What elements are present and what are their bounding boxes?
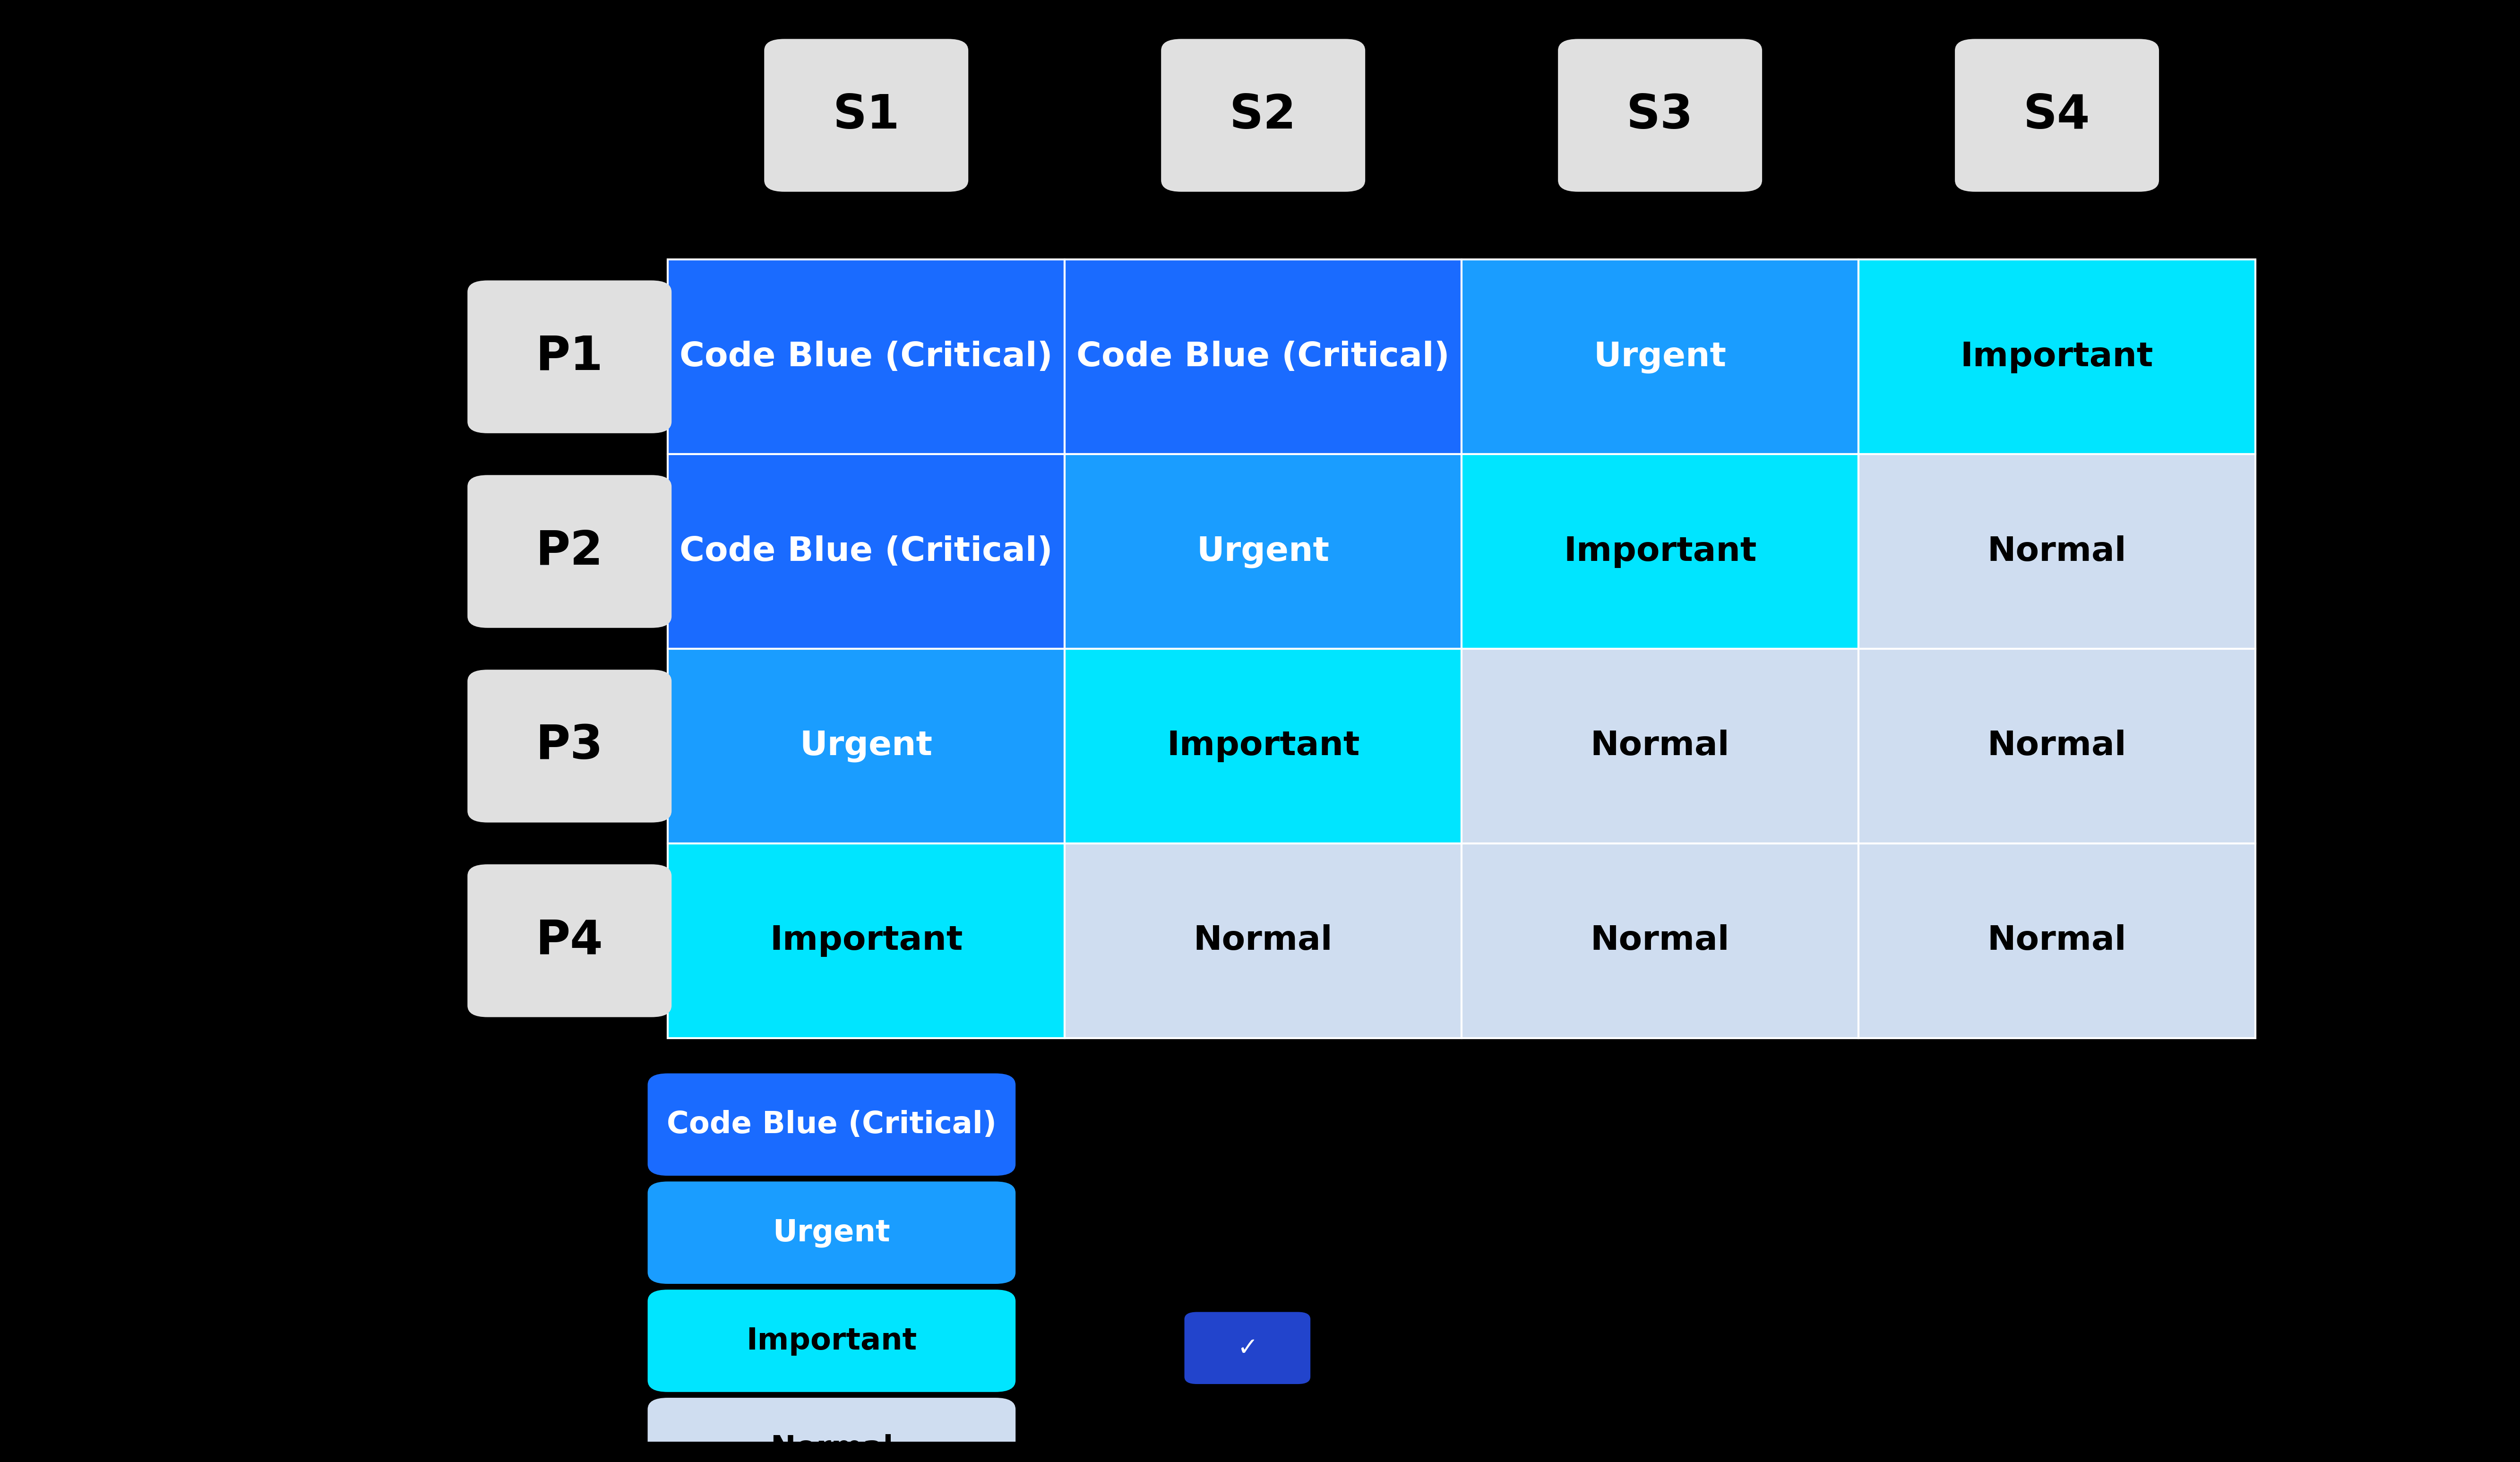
- Text: Normal: Normal: [1590, 924, 1729, 958]
- FancyBboxPatch shape: [469, 670, 670, 823]
- Text: Normal: Normal: [1988, 924, 2127, 958]
- Bar: [668, 455, 1063, 649]
- Text: Important: Important: [746, 1326, 917, 1355]
- Text: Code Blue (Critical): Code Blue (Critical): [680, 341, 1053, 373]
- FancyBboxPatch shape: [764, 39, 968, 192]
- Bar: [1063, 844, 1462, 1038]
- Text: P4: P4: [537, 918, 602, 963]
- Bar: [1860, 844, 2255, 1038]
- Text: Important: Important: [1167, 730, 1361, 762]
- Bar: [1860, 455, 2255, 649]
- Text: S4: S4: [2024, 92, 2092, 139]
- Text: Urgent: Urgent: [1197, 535, 1331, 567]
- FancyBboxPatch shape: [648, 1181, 1016, 1284]
- Text: Code Blue (Critical): Code Blue (Critical): [1076, 341, 1449, 373]
- Bar: [668, 649, 1063, 844]
- Bar: [1860, 260, 2255, 455]
- Text: Important: Important: [769, 924, 963, 958]
- Text: ✓: ✓: [1237, 1336, 1257, 1360]
- Text: S2: S2: [1230, 92, 1298, 139]
- Text: Code Blue (Critical): Code Blue (Critical): [668, 1110, 995, 1139]
- FancyBboxPatch shape: [648, 1073, 1016, 1175]
- Text: P3: P3: [537, 724, 602, 769]
- Text: P2: P2: [537, 529, 602, 575]
- Bar: [1462, 844, 1860, 1038]
- Text: Normal: Normal: [1988, 730, 2127, 762]
- Bar: [1462, 455, 1860, 649]
- FancyBboxPatch shape: [469, 475, 670, 627]
- Bar: [668, 260, 1063, 455]
- FancyBboxPatch shape: [1557, 39, 1761, 192]
- Text: S3: S3: [1625, 92, 1693, 139]
- FancyBboxPatch shape: [648, 1289, 1016, 1392]
- FancyBboxPatch shape: [469, 281, 670, 433]
- Text: Urgent: Urgent: [799, 730, 932, 762]
- Text: Important: Important: [1961, 341, 2155, 373]
- Text: Code Blue (Critical): Code Blue (Critical): [680, 535, 1053, 567]
- Bar: [1462, 649, 1860, 844]
- Bar: [1063, 455, 1462, 649]
- FancyBboxPatch shape: [648, 1398, 1016, 1462]
- Bar: [668, 844, 1063, 1038]
- FancyBboxPatch shape: [469, 864, 670, 1018]
- Text: Normal: Normal: [771, 1434, 892, 1462]
- FancyBboxPatch shape: [1184, 1311, 1310, 1385]
- Bar: [1462, 260, 1860, 455]
- Bar: [1063, 649, 1462, 844]
- Text: S1: S1: [832, 92, 900, 139]
- Text: Urgent: Urgent: [774, 1218, 890, 1247]
- FancyBboxPatch shape: [1162, 39, 1366, 192]
- Bar: [1860, 649, 2255, 844]
- Text: Normal: Normal: [1988, 535, 2127, 567]
- FancyBboxPatch shape: [1956, 39, 2160, 192]
- Text: Important: Important: [1562, 535, 1756, 567]
- Text: Normal: Normal: [1194, 924, 1333, 958]
- Bar: [1063, 260, 1462, 455]
- Text: Urgent: Urgent: [1593, 341, 1726, 373]
- Text: Normal: Normal: [1590, 730, 1729, 762]
- Text: P1: P1: [537, 333, 602, 380]
